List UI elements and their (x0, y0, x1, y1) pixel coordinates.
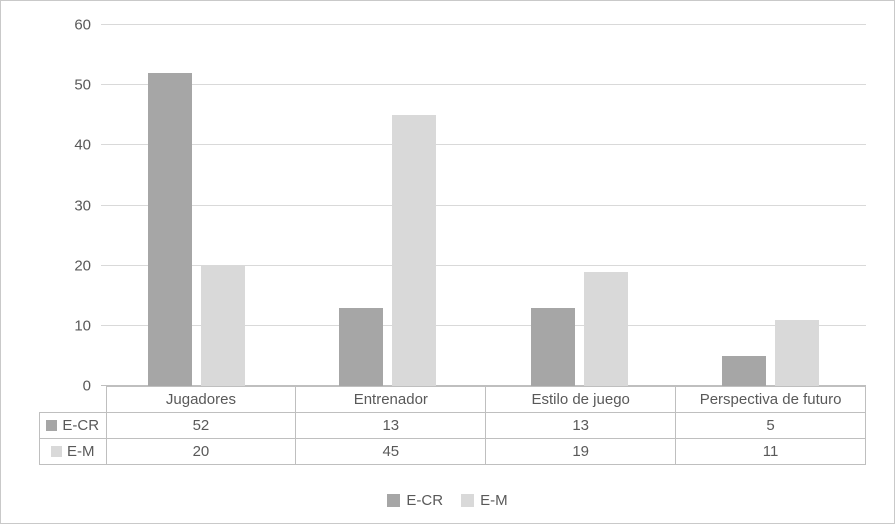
value-cell: 11 (675, 438, 866, 465)
legend-swatch-icon (461, 494, 475, 507)
x-axis-line (101, 385, 866, 386)
bar-group (101, 25, 292, 386)
series-row-header-content: E-M (51, 443, 95, 460)
bar-e-m (392, 115, 437, 386)
series-row-header: E-CR (39, 412, 107, 439)
bar-e-cr (148, 73, 193, 386)
value-cell: 5 (675, 412, 866, 439)
data-table: Jugadores Entrenador Estilo de juego Perspe… (39, 386, 866, 465)
value-cell: 19 (485, 438, 677, 465)
gridline (101, 24, 866, 25)
category-header-cell: Estilo de juego (485, 386, 677, 413)
y-axis: 0 10 20 30 40 50 60 (1, 18, 91, 394)
value-cell: 52 (105, 412, 297, 439)
legend-label: E-CR (406, 492, 444, 509)
plot-area (101, 24, 866, 386)
y-axis-tick-label: 50 (74, 76, 91, 94)
bar-group (292, 25, 483, 386)
plot-wrap: 0 10 20 30 40 50 60 (1, 1, 894, 394)
table-header-row: Jugadores Entrenador Estilo de juego Perspe… (39, 386, 866, 413)
bar-e-cr (339, 307, 384, 386)
value-cell: 13 (485, 412, 677, 439)
legend-item: E-M (461, 492, 508, 509)
bar-group (675, 25, 866, 386)
y-axis-tick-label: 10 (74, 317, 91, 335)
gridline (101, 84, 866, 86)
value-cell: 20 (105, 438, 297, 465)
table-row: E-M 20 45 19 11 (39, 438, 866, 465)
gridline (101, 144, 866, 146)
gridline (101, 324, 866, 326)
bar-e-m (774, 319, 819, 386)
series-name-label: E-CR (62, 416, 100, 434)
category-header-cell: Entrenador (295, 386, 487, 413)
table-row: E-CR 52 13 13 5 (39, 412, 866, 439)
value-cell: 45 (295, 438, 487, 465)
value-cell: 13 (295, 412, 487, 439)
series-row-header: E-M (39, 438, 107, 465)
legend-label: E-M (480, 492, 508, 509)
series-swatch-icon (51, 445, 62, 457)
bar-e-m (583, 271, 628, 386)
series-swatch-icon (46, 419, 58, 431)
bar-group (484, 25, 675, 386)
bar-e-cr (721, 355, 766, 386)
category-header-cell: Perspectiva de futuro (675, 386, 866, 413)
legend-item: E-CR (387, 492, 443, 509)
bar-e-cr (530, 307, 575, 386)
y-axis-tick-label: 60 (74, 16, 91, 34)
bars-layer (101, 25, 866, 386)
gridline (101, 204, 866, 206)
category-header-cell: Jugadores (105, 386, 297, 413)
series-name-label: E-M (67, 442, 95, 460)
y-axis-tick-label: 30 (74, 197, 91, 214)
y-axis-tick-label: 40 (74, 136, 91, 154)
y-axis-tick-label: 0 (82, 377, 91, 395)
gridline (101, 264, 866, 266)
legend: E-CR E-M (1, 492, 894, 509)
table-corner-cell (39, 386, 107, 413)
y-axis-tick-label: 20 (74, 257, 91, 275)
series-row-header-content: E-CR (46, 417, 99, 434)
bar-e-m (201, 265, 246, 386)
legend-swatch-icon (387, 494, 401, 507)
